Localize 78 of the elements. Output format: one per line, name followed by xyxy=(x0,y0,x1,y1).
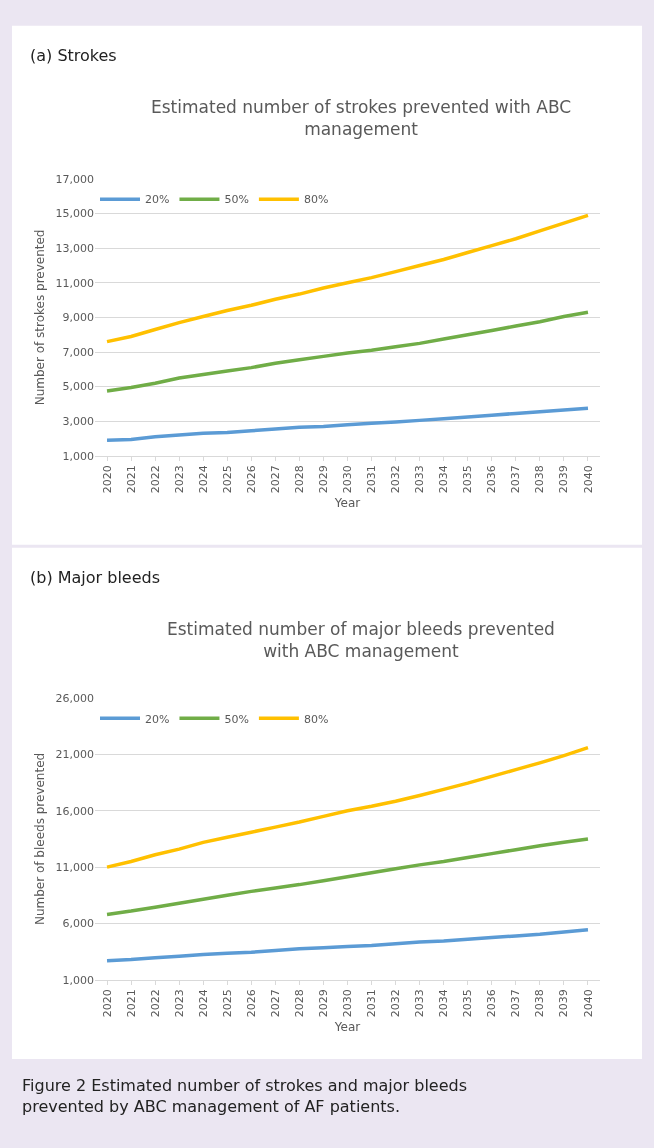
y-tick-label: 21,000 xyxy=(55,748,94,762)
y-tick-label: 17,000 xyxy=(55,172,94,186)
line-series xyxy=(105,837,590,917)
x-tick-label: 2024 xyxy=(196,465,210,494)
x-tick-label: 2027 xyxy=(268,465,282,494)
y-tick-label: 11,000 xyxy=(55,276,94,290)
x-tick-label: 2034 xyxy=(437,465,451,494)
line-series xyxy=(105,310,590,393)
x-tick-label: 2027 xyxy=(268,989,282,1018)
y-tick-label: 9,000 xyxy=(62,311,94,325)
y-tick-label: 11,000 xyxy=(55,860,94,874)
x-tick-label: 2037 xyxy=(509,465,523,494)
y-axis-title: Number of strokes prevented xyxy=(32,229,47,406)
x-tick-label: 2025 xyxy=(220,989,234,1018)
x-tick-label: 2039 xyxy=(557,465,571,494)
x-tick-label: 2029 xyxy=(317,989,331,1018)
x-tick-label: 2026 xyxy=(244,465,258,494)
y-tick-label: 1,000 xyxy=(62,973,94,987)
x-tick-label: 2030 xyxy=(341,465,355,494)
x-tick-label: 2026 xyxy=(244,989,258,1018)
y-tick-label: 13,000 xyxy=(55,242,94,256)
x-tick-label: 2037 xyxy=(509,989,523,1018)
x-tick-label: 2038 xyxy=(533,465,547,494)
x-tick-label: 2023 xyxy=(172,989,186,1018)
chart-title: (a) Strokes xyxy=(30,46,117,65)
x-tick-label: 2040 xyxy=(581,465,595,494)
x-tick-label: 2021 xyxy=(124,465,138,494)
x-tick-label: 2030 xyxy=(341,989,355,1018)
x-tick-label: 2020 xyxy=(100,465,114,494)
y-tick-label: 3,000 xyxy=(62,415,94,429)
x-tick-label: 2033 xyxy=(413,989,427,1018)
x-axis-title: Year xyxy=(333,496,361,511)
legend-label: 20% xyxy=(145,712,170,726)
x-tick-label: 2038 xyxy=(533,989,547,1018)
x-axis-title: Year xyxy=(333,1020,361,1035)
x-tick-label: 2040 xyxy=(581,989,595,1018)
x-tick-label: 2022 xyxy=(148,465,162,494)
x-tick-label: 2029 xyxy=(317,465,331,494)
y-tick-label: 6,000 xyxy=(62,917,94,931)
x-tick-label: 2021 xyxy=(124,989,138,1018)
x-tick-label: 2032 xyxy=(389,989,403,1018)
x-tick-label: 2035 xyxy=(461,465,475,494)
y-tick-label: 15,000 xyxy=(55,207,94,221)
x-tick-label: 2022 xyxy=(148,989,162,1018)
legend-label: 80% xyxy=(303,712,329,726)
x-tick-label: 2023 xyxy=(172,465,186,494)
line-series xyxy=(105,406,590,443)
legend-label: 50% xyxy=(224,712,249,726)
y-tick-label: 5,000 xyxy=(62,380,94,394)
x-tick-label: 2031 xyxy=(365,465,379,494)
x-tick-label: 2028 xyxy=(292,989,306,1018)
chart-subtitle: Estimated number of strokes prevented with ABC management xyxy=(151,97,572,140)
chart-subtitle: Estimated number of major bleeds prevented with ABC management xyxy=(167,619,555,662)
legend-label: 50% xyxy=(224,193,249,207)
legend-label: 80% xyxy=(303,193,329,207)
x-tick-label: 2032 xyxy=(389,465,403,494)
x-tick-label: 2025 xyxy=(220,465,234,494)
x-tick-label: 2034 xyxy=(437,989,451,1018)
x-tick-label: 2024 xyxy=(196,989,210,1018)
x-tick-label: 2031 xyxy=(365,989,379,1018)
y-tick-label: 1,000 xyxy=(62,449,94,463)
y-tick-label: 7,000 xyxy=(62,345,94,359)
legend-label: 20% xyxy=(145,193,170,207)
line-series xyxy=(105,927,590,963)
line-series xyxy=(105,213,590,344)
x-tick-label: 2028 xyxy=(292,465,306,494)
line-series xyxy=(105,745,590,869)
x-tick-label: 2033 xyxy=(413,465,427,494)
y-axis-title: Number of bleeds prevented xyxy=(32,752,47,926)
x-tick-label: 2039 xyxy=(557,989,571,1018)
x-tick-label: 2020 xyxy=(100,989,114,1018)
caption: Figure 2 Estimated number of strokes and major bleeds prevented by ABC management of AF patients. xyxy=(22,1076,467,1116)
x-tick-label: 2036 xyxy=(485,989,499,1018)
y-tick-label: 16,000 xyxy=(55,804,94,818)
x-tick-label: 2035 xyxy=(461,989,475,1018)
chart-title: (b) Major bleeds xyxy=(30,568,161,587)
x-tick-label: 2036 xyxy=(485,465,499,494)
y-tick-label: 26,000 xyxy=(55,691,94,705)
